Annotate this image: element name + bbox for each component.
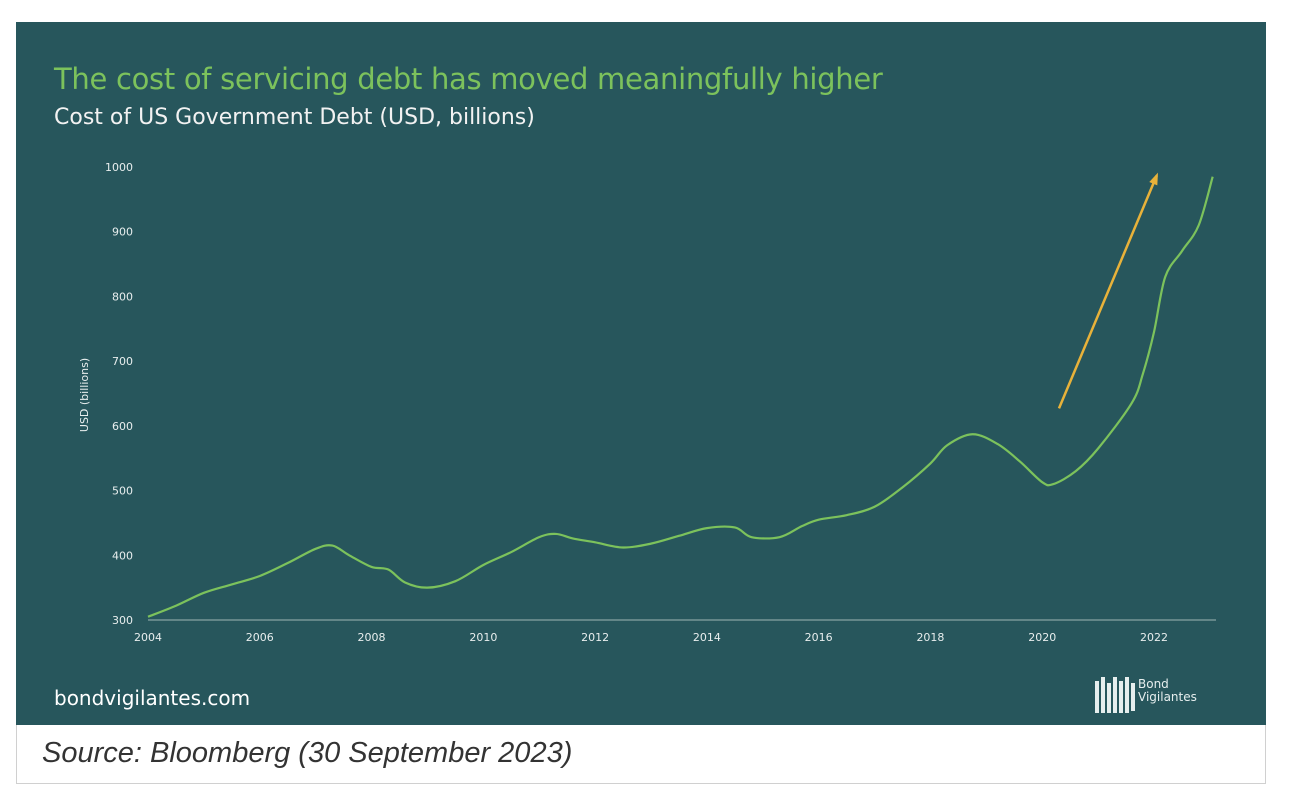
y-tick-label: 600	[112, 420, 133, 433]
x-tick-label: 2004	[134, 631, 162, 644]
trend-arrow	[1057, 172, 1158, 409]
website-label: bondvigilantes.com	[54, 686, 251, 710]
x-tick-label: 2010	[469, 631, 497, 644]
x-tick-label: 2006	[246, 631, 274, 644]
arrow-head-icon	[1149, 172, 1158, 186]
chart-title: Cost of US Government Debt (USD, billion…	[54, 105, 535, 130]
chart-panel	[16, 22, 1266, 725]
y-tick-label: 700	[112, 355, 133, 368]
logo-text: Bond Vigilantes	[1138, 678, 1197, 704]
logo-text-line: Vigilantes	[1138, 690, 1197, 704]
series-line	[147, 176, 1214, 618]
x-tick-label: 2022	[1140, 631, 1168, 644]
logo-text-line: Bond	[1138, 677, 1169, 691]
y-tick-label: 1000	[105, 161, 133, 174]
x-tick-label: 2020	[1028, 631, 1056, 644]
x-tick-label: 2008	[358, 631, 386, 644]
x-tick-label: 2018	[916, 631, 944, 644]
chart-headline: The cost of servicing debt has moved mea…	[54, 62, 883, 96]
y-tick-label: 400	[112, 549, 133, 562]
x-tick-label: 2012	[581, 631, 609, 644]
source-caption: Source: Bloomberg (30 September 2023)	[16, 725, 1266, 784]
y-tick-label: 500	[112, 485, 133, 498]
arrow-shaft	[1057, 174, 1158, 409]
x-tick-label: 2014	[693, 631, 721, 644]
x-tick-label: 2016	[805, 631, 833, 644]
y-tick-label: 900	[112, 226, 133, 239]
y-tick-label: 300	[112, 614, 133, 627]
bond-vigilantes-logo-icon	[1095, 677, 1135, 713]
y-tick-label: 800	[112, 290, 133, 303]
y-axis-label: USD (billions)	[78, 358, 91, 432]
caption-text: Source: Bloomberg (30 September 2023)	[42, 737, 573, 769]
